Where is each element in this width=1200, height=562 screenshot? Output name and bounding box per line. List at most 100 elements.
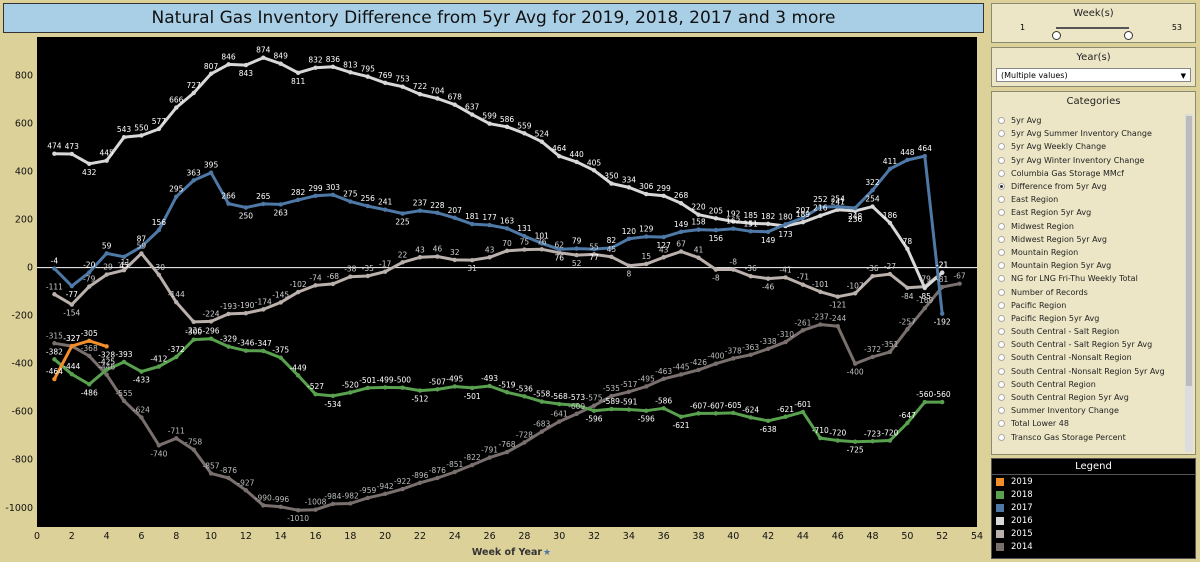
data-point[interactable] — [713, 361, 719, 366]
data-point[interactable] — [887, 220, 893, 226]
data-point[interactable] — [504, 226, 510, 231]
data-point[interactable] — [939, 284, 945, 290]
data-point[interactable] — [435, 210, 440, 216]
data-point[interactable] — [539, 399, 545, 404]
data-point[interactable] — [226, 475, 231, 481]
category-item[interactable]: Pacific Region — [992, 299, 1183, 312]
data-point[interactable] — [469, 221, 475, 227]
data-point[interactable] — [261, 201, 266, 207]
radio-icon[interactable] — [998, 275, 1005, 283]
data-point[interactable] — [365, 203, 370, 209]
radio-icon[interactable] — [998, 235, 1005, 243]
data-point[interactable] — [800, 219, 806, 225]
data-point[interactable] — [69, 151, 75, 157]
data-point[interactable] — [487, 222, 492, 228]
data-point[interactable] — [870, 204, 875, 209]
data-point[interactable] — [487, 255, 492, 260]
data-point[interactable] — [800, 215, 806, 221]
data-point[interactable] — [574, 403, 579, 408]
data-point[interactable] — [905, 327, 910, 332]
data-point[interactable] — [208, 336, 214, 341]
data-point[interactable] — [939, 270, 945, 275]
data-point[interactable] — [626, 263, 632, 268]
data-point[interactable] — [139, 251, 144, 256]
legend-item[interactable]: 2015 — [996, 527, 1195, 540]
data-point[interactable] — [939, 399, 945, 405]
data-point[interactable] — [104, 158, 109, 163]
data-point[interactable] — [835, 438, 840, 443]
data-point[interactable] — [313, 65, 318, 70]
data-point[interactable] — [661, 255, 666, 260]
data-point[interactable] — [348, 199, 353, 204]
data-point[interactable] — [835, 207, 840, 212]
data-point[interactable] — [748, 352, 753, 357]
data-point[interactable] — [591, 408, 597, 413]
data-point[interactable] — [174, 105, 179, 110]
radio-icon[interactable] — [998, 196, 1005, 204]
data-point[interactable] — [852, 205, 858, 211]
week-range-slider[interactable]: 1 53 — [992, 19, 1195, 40]
data-point[interactable] — [104, 372, 109, 377]
data-point[interactable] — [748, 220, 753, 226]
data-point[interactable] — [313, 391, 318, 397]
data-point[interactable] — [452, 469, 457, 475]
data-point[interactable] — [818, 289, 823, 295]
data-point[interactable] — [313, 507, 318, 512]
chart-area[interactable]: -1000 -800 -600 -400 -200 0 200 400 600 800 0 2 4 6 8 1… — [3, 35, 984, 560]
data-point[interactable] — [87, 338, 92, 344]
data-point[interactable] — [661, 406, 666, 411]
data-point[interactable] — [696, 212, 701, 217]
data-point[interactable] — [208, 319, 214, 324]
data-point[interactable] — [713, 216, 719, 221]
data-point[interactable] — [261, 503, 266, 508]
data-point[interactable] — [818, 322, 823, 327]
data-point[interactable] — [208, 471, 214, 476]
category-item[interactable]: South Central -Nonsalt Region — [992, 351, 1183, 364]
data-point[interactable] — [818, 435, 823, 441]
data-point[interactable] — [731, 219, 736, 224]
category-item[interactable]: South Central - Salt Region — [992, 325, 1183, 338]
data-point[interactable] — [574, 411, 579, 417]
data-point[interactable] — [922, 399, 927, 405]
data-point[interactable] — [487, 383, 492, 389]
category-item[interactable]: South Central Region 5yr Avg — [992, 391, 1183, 404]
data-point[interactable] — [765, 229, 771, 234]
data-point[interactable] — [435, 475, 440, 481]
data-point[interactable] — [330, 281, 336, 287]
data-point[interactable] — [678, 414, 684, 419]
radio-icon[interactable] — [998, 394, 1005, 402]
data-point[interactable] — [452, 384, 457, 389]
data-point[interactable] — [870, 439, 875, 444]
data-point[interactable] — [644, 384, 649, 389]
data-point[interactable] — [783, 339, 788, 345]
data-point[interactable] — [121, 254, 127, 259]
category-item[interactable]: 5yr Avg Winter Inventory Change — [992, 154, 1183, 167]
data-point[interactable] — [104, 272, 109, 277]
data-point[interactable] — [69, 372, 75, 377]
data-point[interactable] — [174, 354, 179, 360]
data-point[interactable] — [783, 275, 788, 280]
data-point[interactable] — [487, 455, 492, 460]
data-point[interactable] — [156, 443, 162, 448]
data-point[interactable] — [365, 385, 370, 391]
radio-icon[interactable] — [998, 262, 1005, 270]
data-point[interactable] — [295, 373, 301, 378]
data-point[interactable] — [330, 192, 336, 198]
series-line-2019[interactable] — [52, 339, 109, 381]
data-point[interactable] — [626, 236, 632, 241]
data-point[interactable] — [713, 267, 719, 272]
data-point[interactable] — [52, 341, 57, 346]
data-point[interactable] — [208, 170, 214, 175]
week-min-handle[interactable] — [1052, 31, 1061, 40]
data-point[interactable] — [452, 102, 457, 107]
data-point[interactable] — [591, 403, 597, 408]
data-point[interactable] — [365, 273, 370, 279]
pin-icon[interactable]: ★ — [543, 548, 551, 558]
data-point[interactable] — [644, 261, 649, 267]
data-point[interactable] — [156, 126, 162, 132]
data-point[interactable] — [261, 348, 266, 354]
data-point[interactable] — [174, 436, 179, 441]
category-item[interactable]: South Central - Salt Region 5yr Avg — [992, 338, 1183, 351]
data-point[interactable] — [226, 201, 231, 206]
